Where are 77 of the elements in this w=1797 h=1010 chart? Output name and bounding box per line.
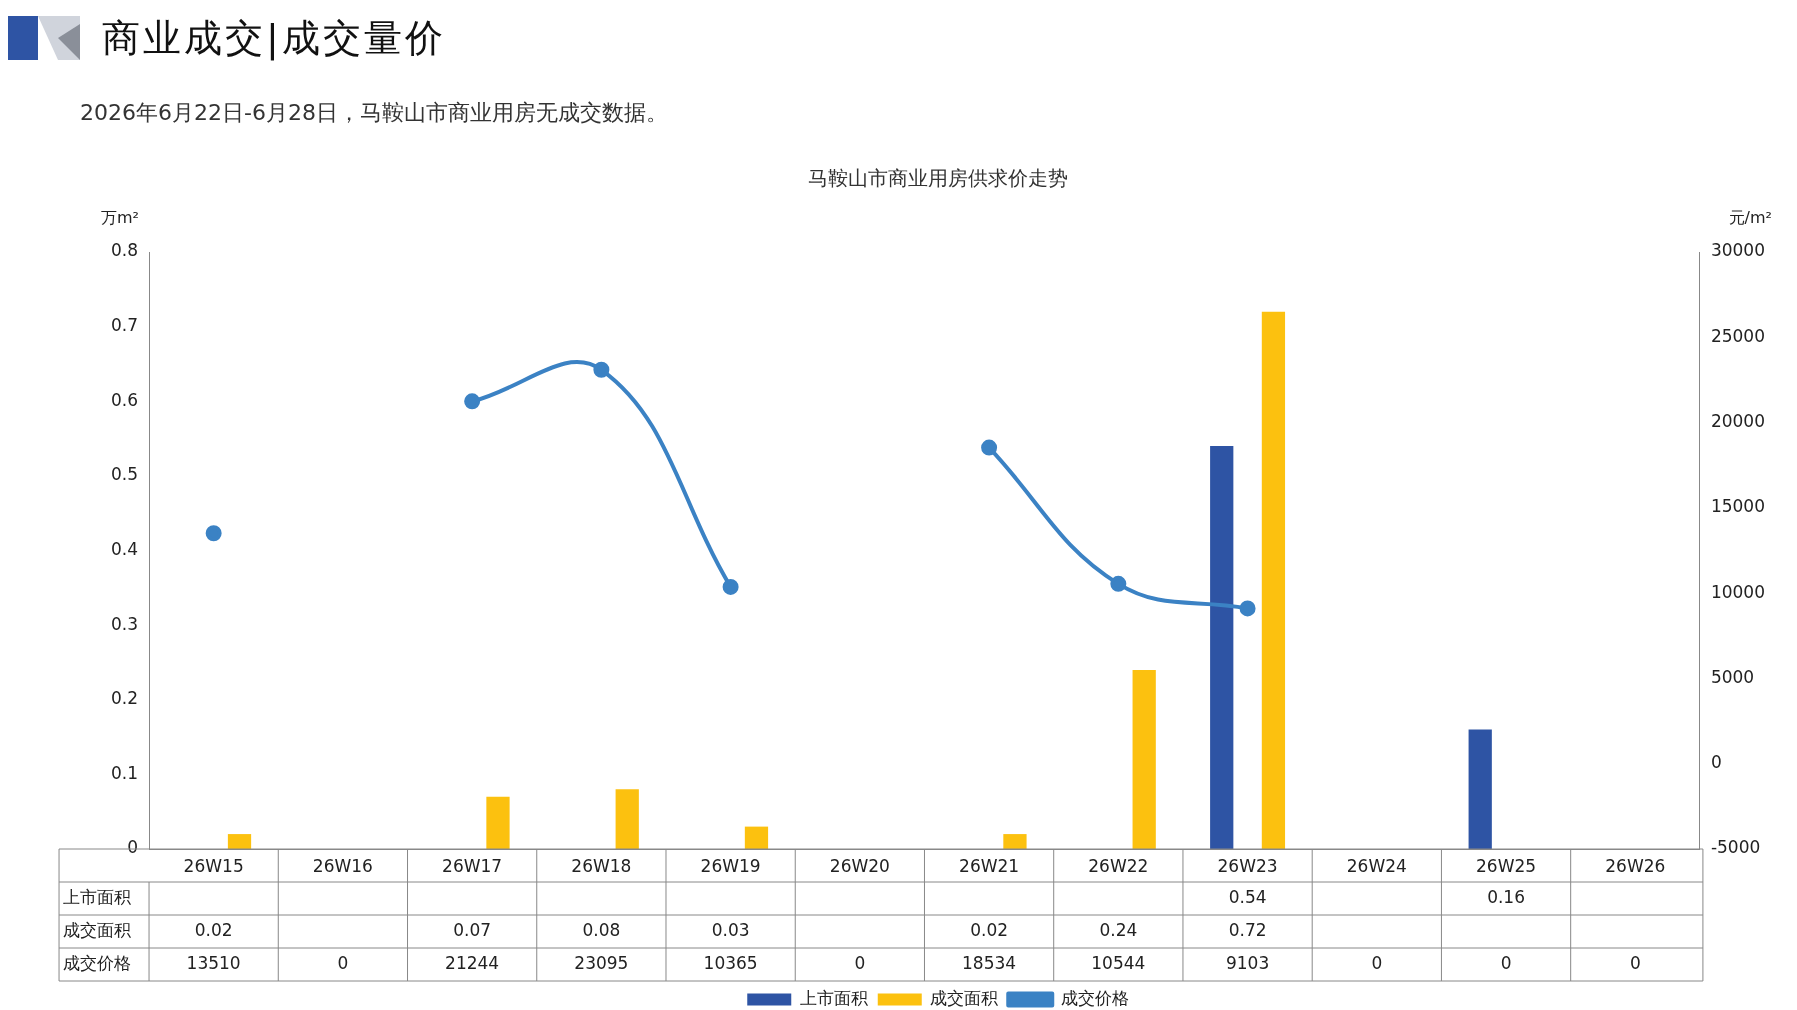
text: 成交面积 — [63, 919, 132, 940]
text: 0 — [1371, 952, 1383, 973]
x-tick-label: 26W19 — [700, 855, 761, 876]
y2-tick-label: 15000 — [1710, 496, 1766, 517]
bar — [1210, 446, 1234, 849]
data-label: 10544 — [1091, 952, 1146, 973]
data-label: 0.54 — [1228, 886, 1267, 907]
legend-label: 上市面积 — [799, 987, 868, 1008]
x-tick-label: 26W20 — [829, 855, 890, 876]
x-tick-label: 26W24 — [1346, 855, 1407, 876]
y2-tick-label: 10000 — [1710, 581, 1766, 602]
data-label: 9103 — [1225, 952, 1270, 973]
bar — [744, 826, 769, 849]
data-label: 0.02 — [970, 919, 1009, 940]
y-tick-label: 0.1 — [110, 762, 139, 783]
point — [1110, 575, 1127, 592]
x-tick-label: 26W17 — [442, 855, 503, 876]
y2-tick-label: 25000 — [1710, 325, 1766, 346]
point — [205, 525, 222, 542]
bar — [615, 789, 639, 849]
x-tick-label: 26W26 — [1605, 855, 1666, 876]
x-tick-label: 26W21 — [959, 855, 1020, 876]
data-label: 10365 — [703, 952, 758, 973]
x-tick-label: 26W23 — [1217, 855, 1278, 876]
bar — [227, 834, 252, 849]
legend-label: 成交面积 — [930, 987, 999, 1008]
data-label: 0.24 — [1099, 919, 1138, 940]
bar — [1261, 311, 1286, 849]
y-tick-label: 0.6 — [110, 389, 139, 410]
data-label: 18534 — [962, 952, 1017, 973]
y-tick-label: 0 — [127, 837, 139, 858]
data-label: 0.16 — [1487, 886, 1525, 907]
y2-tick-label: 5000 — [1710, 666, 1755, 687]
y2-tick-label: 30000 — [1710, 240, 1766, 261]
bar — [1132, 669, 1156, 849]
y-tick-label: 0.8 — [110, 240, 139, 261]
bar — [1003, 834, 1027, 849]
y-tick-label: 0.5 — [110, 464, 139, 485]
point — [464, 393, 481, 410]
x-tick-label: 26W16 — [312, 855, 373, 876]
data-label: 0.03 — [711, 919, 750, 940]
y2-tick-label: 20000 — [1710, 410, 1766, 431]
data-label: 13510 — [186, 952, 241, 973]
data-label: 0.72 — [1228, 919, 1267, 940]
y-tick-label: 0.2 — [110, 688, 139, 709]
y-tick-label: 0.3 — [110, 613, 139, 634]
data-label: 21244 — [445, 952, 500, 973]
text: 商业成交|成交量价 — [102, 14, 446, 63]
y-tick-label: 0.7 — [110, 315, 139, 336]
y-tick-label: 0.4 — [110, 538, 139, 559]
text: 上市面积 — [63, 886, 132, 907]
x-tick-label: 26W18 — [571, 855, 632, 876]
x-tick-label: 26W15 — [183, 855, 244, 876]
data-label: 23095 — [574, 952, 629, 973]
bar — [1468, 729, 1492, 849]
y2-tick-label: 0 — [1710, 752, 1722, 773]
chart-subtitle: 2026年6月22日-6月28日，马鞍山市商业用房无成交数据。 — [80, 99, 669, 127]
x-tick-label: 26W22 — [1088, 855, 1149, 876]
point — [722, 578, 739, 595]
data-label: 0.02 — [194, 919, 233, 940]
text: 0 — [337, 952, 349, 973]
legend-label: 成交价格 — [1060, 987, 1129, 1008]
bar — [486, 796, 510, 849]
y2-tick-label: -5000 — [1710, 837, 1761, 858]
text: 成交价格 — [63, 952, 132, 973]
point — [1239, 600, 1256, 617]
data-label: 0.08 — [582, 919, 621, 940]
y-axis-title: 万m² — [101, 208, 140, 228]
text: 0 — [1629, 952, 1641, 973]
point — [593, 361, 610, 378]
text: 0 — [1500, 952, 1512, 973]
text: 0 — [854, 952, 866, 973]
data-label: 0.07 — [453, 919, 492, 940]
point — [981, 439, 998, 456]
chart-title: 马鞍山市商业用房供求价走势 — [808, 166, 1068, 191]
x-tick-label: 26W25 — [1476, 855, 1537, 876]
y2-axis-title: 元/m² — [1728, 208, 1772, 228]
